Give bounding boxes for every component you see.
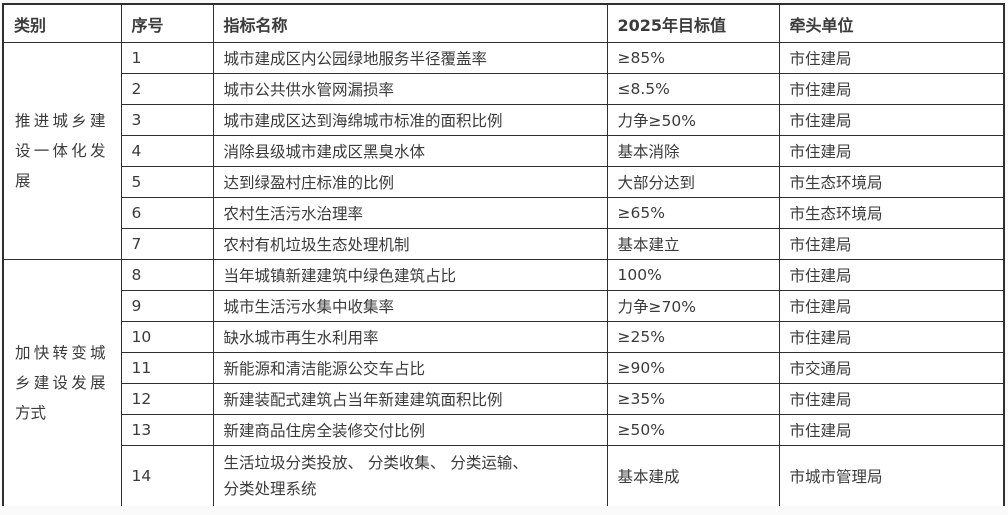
row-number-cell: 9 — [120, 290, 214, 322]
target-cell: ≥65% — [606, 197, 780, 229]
header-row: 类别 序号 指标名称 2025年目标值 牵头单位 — [2, 3, 1005, 43]
table-row: 5 达到绿盈村庄标准的比例 大部分达到 市生态环境局 — [3, 166, 1005, 198]
target-cell: ≤8.5% — [606, 73, 780, 105]
row-number-cell: 10 — [120, 321, 214, 353]
unit-cell: 市住建局 — [778, 259, 1005, 291]
unit-cell: 市住建局 — [778, 290, 1005, 322]
target-cell: ≥85% — [606, 42, 780, 74]
target-cell: 100% — [606, 259, 780, 291]
unit-cell: 市住建局 — [778, 42, 1005, 74]
target-cell: 基本建成 — [606, 445, 780, 508]
target-cell: ≥35% — [606, 383, 780, 415]
target-cell: 大部分达到 — [606, 166, 780, 198]
row-number-cell: 13 — [120, 414, 214, 446]
unit-cell: 市住建局 — [778, 104, 1005, 136]
indicator-table: 类别 序号 指标名称 2025年目标值 牵头单位 推进城乡建设一体化发展 1 城… — [2, 3, 1005, 508]
target-cell: ≥25% — [606, 321, 780, 353]
row-number-cell: 8 — [120, 259, 214, 291]
unit-cell: 市住建局 — [778, 228, 1005, 260]
indicator-cell: 消除县级城市建成区黑臭水体 — [212, 135, 608, 167]
table-row: 推进城乡建设一体化发展 1 城市建成区内公园绿地服务半径覆盖率 ≥85% 市住建… — [2, 42, 1005, 260]
row-number-cell: 7 — [120, 228, 214, 260]
unit-cell: 市住建局 — [778, 73, 1005, 105]
target-cell: ≥90% — [606, 352, 780, 384]
indicator-cell: 城市建成区达到海绵城市标准的面积比例 — [212, 104, 608, 136]
category-cell: 推进城乡建设一体化发展 — [2, 42, 122, 260]
indicator-table-container: 类别 序号 指标名称 2025年目标值 牵头单位 推进城乡建设一体化发展 1 城… — [2, 3, 1005, 508]
unit-cell: 市交通局 — [778, 352, 1005, 384]
indicator-cell: 当年城镇新建建筑中绿色建筑占比 — [212, 259, 608, 291]
header-unit: 牵头单位 — [778, 3, 1005, 43]
unit-cell: 市生态环境局 — [778, 166, 1005, 198]
row-number-cell: 6 — [120, 197, 214, 229]
unit-cell: 市住建局 — [778, 321, 1005, 353]
indicator-cell: 生活垃圾分类投放、 分类收集、 分类运输、 分类处理系统 — [212, 445, 608, 508]
indicator-cell: 新能源和清洁能源公交车占比 — [212, 352, 608, 384]
indicator-cell: 达到绿盈村庄标准的比例 — [212, 166, 608, 198]
table-row: 9 城市生活污水集中收集率 力争≥70% 市住建局 — [3, 290, 1005, 322]
row-number-cell: 5 — [120, 166, 214, 198]
unit-cell: 市住建局 — [778, 383, 1005, 415]
header-indicator: 指标名称 — [212, 3, 608, 43]
target-cell: ≥50% — [606, 414, 780, 446]
header-no: 序号 — [120, 3, 214, 43]
indicator-cell: 新建商品住房全装修交付比例 — [212, 414, 608, 446]
target-cell: 力争≥70% — [606, 290, 780, 322]
indicator-cell: 农村有机垃圾生态处理机制 — [212, 228, 608, 260]
table-row: 7 农村有机垃圾生态处理机制 基本建立 市住建局 — [3, 228, 1005, 260]
indicator-cell: 新建装配式建筑占当年新建建筑面积比例 — [212, 383, 608, 415]
table-row: 2 城市公共供水管网漏损率 ≤8.5% 市住建局 — [3, 73, 1005, 105]
indicator-cell: 城市公共供水管网漏损率 — [212, 73, 608, 105]
table-row: 10 缺水城市再生水利用率 ≥25% 市住建局 — [3, 321, 1005, 353]
unit-cell: 市住建局 — [778, 135, 1005, 167]
unit-cell: 市城市管理局 — [778, 445, 1005, 508]
indicator-cell: 缺水城市再生水利用率 — [212, 321, 608, 353]
header-target: 2025年目标值 — [606, 3, 780, 43]
table-row: 12 新建装配式建筑占当年新建建筑面积比例 ≥35% 市住建局 — [3, 383, 1005, 415]
indicator-cell: 农村生活污水治理率 — [212, 197, 608, 229]
row-number-cell: 4 — [120, 135, 214, 167]
row-number-cell: 11 — [120, 352, 214, 384]
table-row: 11 新能源和清洁能源公交车占比 ≥90% 市交通局 — [3, 352, 1005, 384]
header-category: 类别 — [2, 3, 122, 43]
target-cell: 力争≥50% — [606, 104, 780, 136]
indicator-cell: 城市生活污水集中收集率 — [212, 290, 608, 322]
table-row: 6 农村生活污水治理率 ≥65% 市生态环境局 — [3, 197, 1005, 229]
table-row: 13 新建商品住房全装修交付比例 ≥50% 市住建局 — [3, 414, 1005, 446]
unit-cell: 市住建局 — [778, 414, 1005, 446]
target-cell: 基本消除 — [606, 135, 780, 167]
category-cell: 加快转变城乡建设发展方式 — [2, 259, 122, 508]
row-number-cell: 1 — [120, 42, 214, 74]
indicator-cell: 城市建成区内公园绿地服务半径覆盖率 — [212, 42, 608, 74]
row-number-cell: 14 — [120, 445, 214, 508]
unit-cell: 市生态环境局 — [778, 197, 1005, 229]
table-row: 4 消除县级城市建成区黑臭水体 基本消除 市住建局 — [3, 135, 1005, 167]
table-row: 14 生活垃圾分类投放、 分类收集、 分类运输、 分类处理系统 基本建成 市城市… — [3, 445, 1005, 508]
table-row: 加快转变城乡建设发展方式 8 当年城镇新建建筑中绿色建筑占比 100% 市住建局 — [2, 259, 1005, 508]
page-bottom-margin — [0, 506, 1008, 515]
row-number-cell: 3 — [120, 104, 214, 136]
row-number-cell: 2 — [120, 73, 214, 105]
table-row: 3 城市建成区达到海绵城市标准的面积比例 力争≥50% 市住建局 — [3, 104, 1005, 136]
target-cell: 基本建立 — [606, 228, 780, 260]
row-number-cell: 12 — [120, 383, 214, 415]
